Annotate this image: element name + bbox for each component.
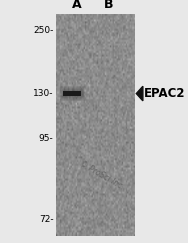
Text: 250-: 250- [33, 26, 54, 35]
Bar [61, 88, 83, 99]
Text: B: B [104, 0, 114, 11]
Text: 130-: 130- [33, 89, 54, 98]
Text: 95-: 95- [39, 134, 54, 143]
Bar [62, 89, 83, 98]
Text: © ProSci Inc.: © ProSci Inc. [78, 159, 125, 191]
Text: A: A [72, 0, 82, 11]
Bar [64, 91, 81, 96]
Bar [61, 87, 84, 100]
Text: 72-: 72- [39, 215, 54, 225]
Bar [56, 15, 135, 236]
Bar [63, 90, 82, 97]
Polygon shape [136, 86, 143, 101]
Bar [60, 86, 85, 101]
Text: EPAC2: EPAC2 [144, 87, 185, 100]
